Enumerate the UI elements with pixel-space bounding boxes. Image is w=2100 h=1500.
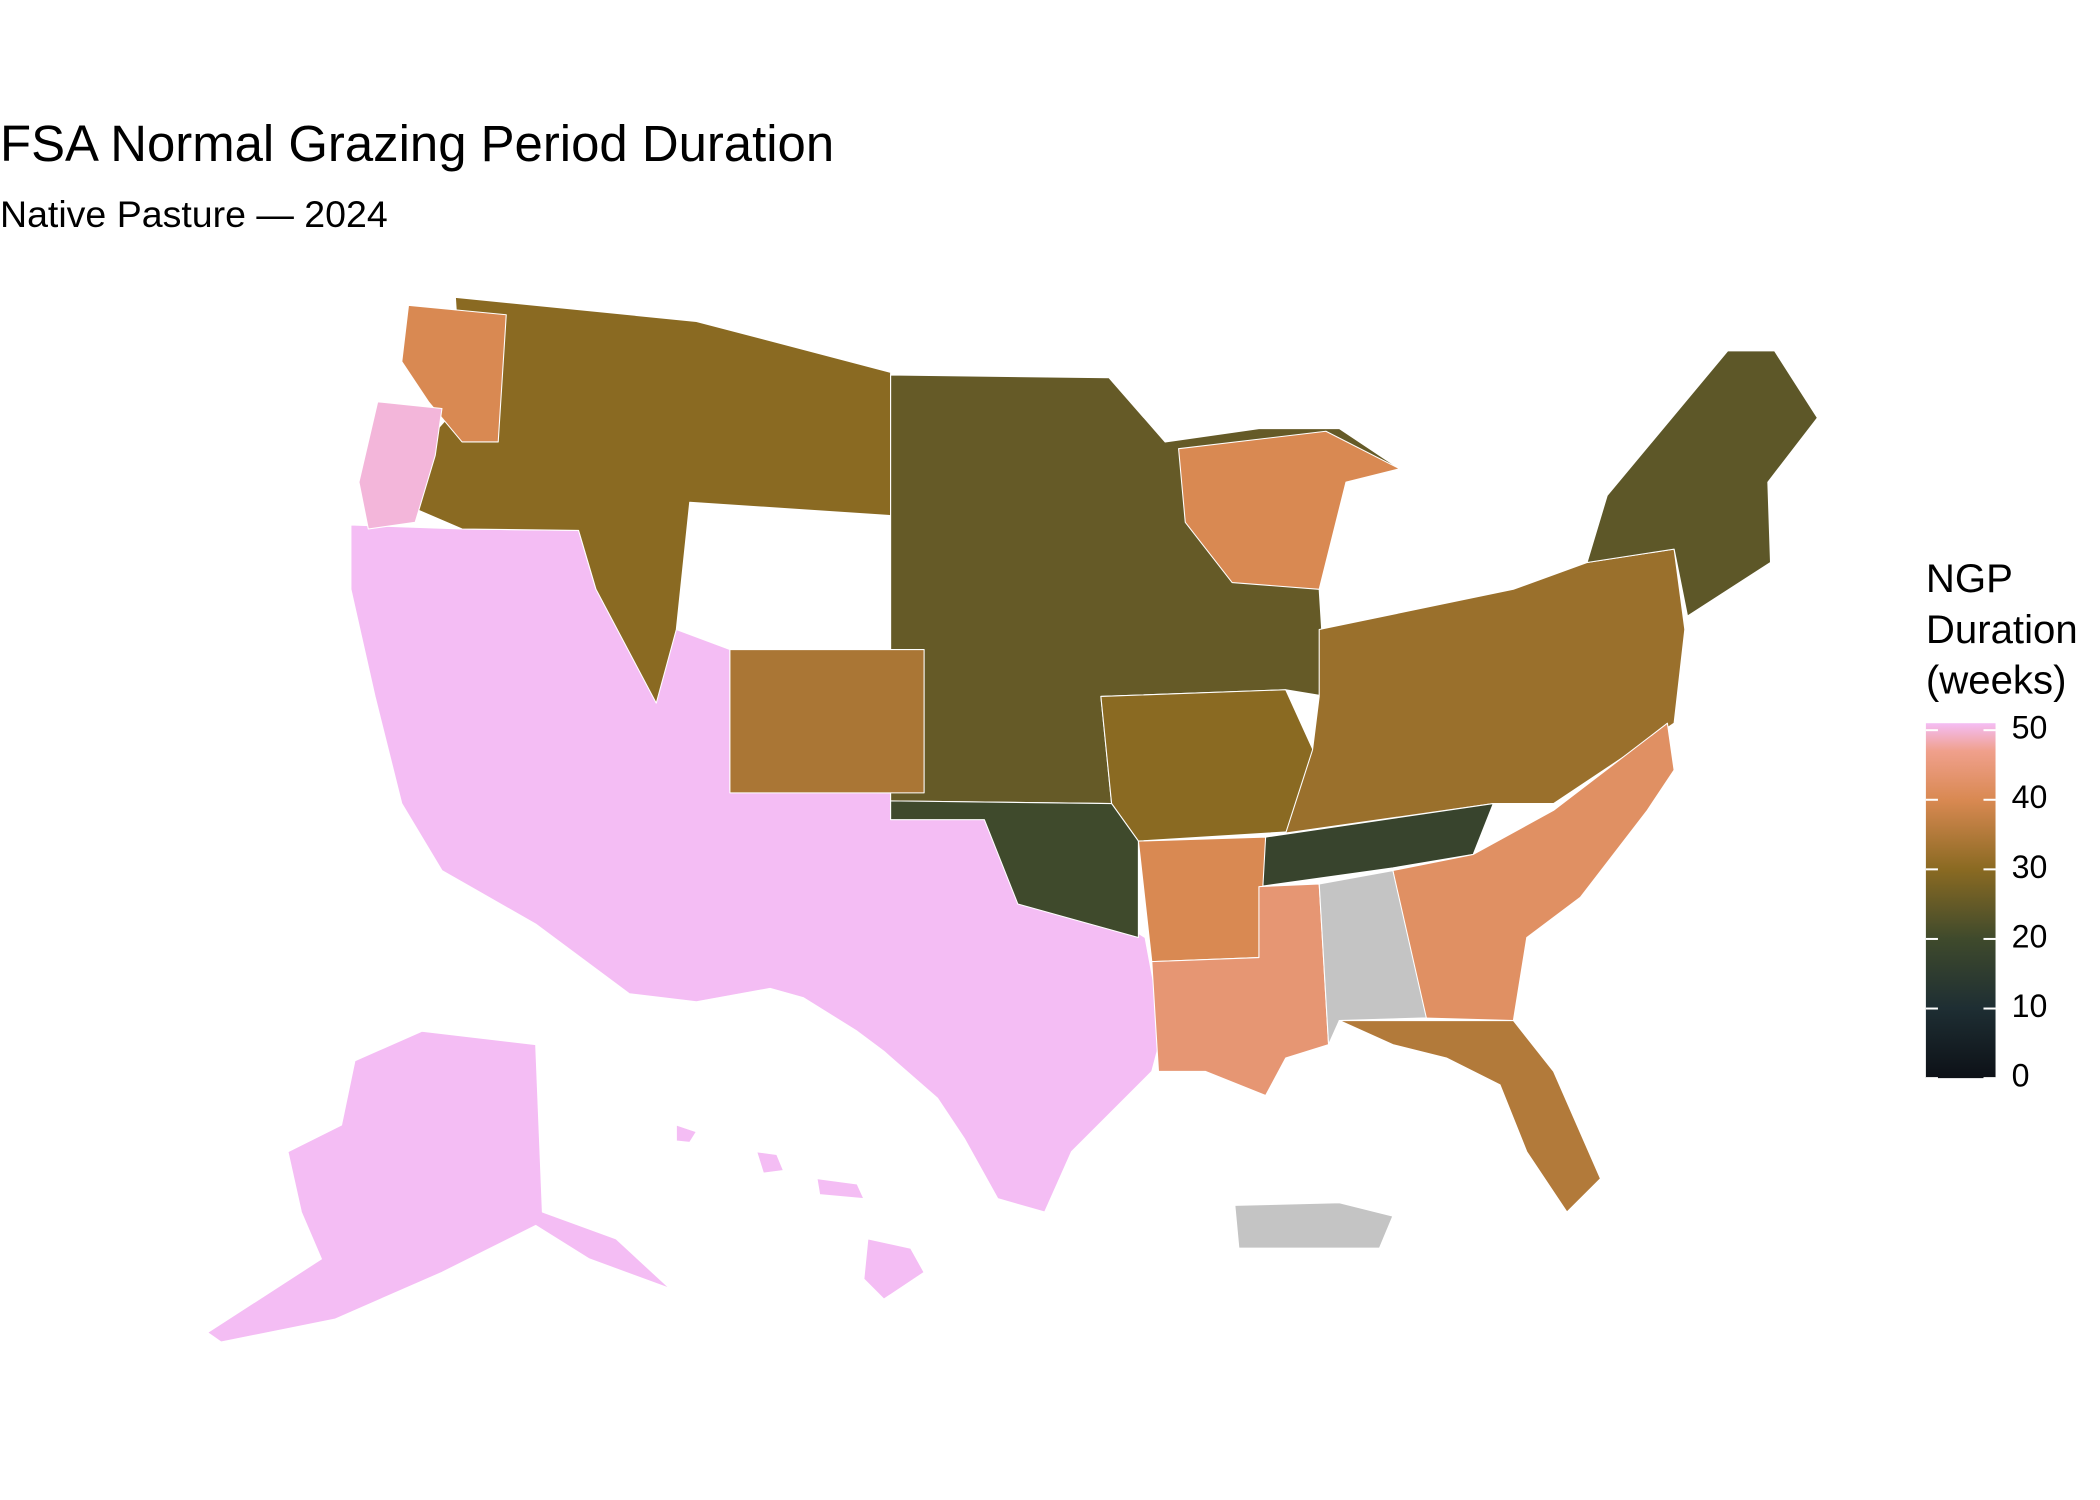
colorbar-tick-label: 40 (2012, 779, 2048, 815)
region (1586, 350, 1818, 617)
colorbar-tick-label: 10 (2012, 988, 2048, 1024)
region (358, 401, 443, 530)
region (1151, 883, 1330, 1097)
colorbar (1925, 723, 1996, 1079)
legend: NGP Duration (weeks) 0 10 20 30 40 50 (1925, 556, 2078, 1094)
regions (207, 296, 1818, 1343)
legend-title: Duration (1926, 607, 2078, 652)
colorbar-tick-label: 50 (2012, 710, 2048, 746)
region (729, 649, 925, 794)
region (675, 1124, 697, 1143)
region (401, 304, 507, 443)
colorbar-tick-label: 20 (2012, 918, 2048, 954)
region (1234, 1202, 1394, 1249)
region (756, 1151, 785, 1174)
region (890, 800, 1139, 939)
region (1392, 722, 1675, 1022)
region (1178, 430, 1401, 590)
region (1285, 548, 1686, 834)
legend-title: NGP (1926, 556, 2013, 601)
region (1137, 836, 1267, 963)
colorbar-tick-label: 30 (2012, 849, 2048, 885)
region (1338, 1019, 1601, 1213)
region (207, 1030, 671, 1343)
colorbar-tick-label: 0 (2012, 1058, 2030, 1094)
legend-title: (weeks) (1926, 658, 2067, 703)
region (1318, 869, 1427, 1046)
map-subtitle: Native Pasture — 2024 (0, 193, 388, 235)
region (816, 1178, 865, 1200)
region (863, 1238, 925, 1300)
map-title: FSA Normal Grazing Period Duration (0, 115, 834, 172)
region (1100, 689, 1320, 842)
